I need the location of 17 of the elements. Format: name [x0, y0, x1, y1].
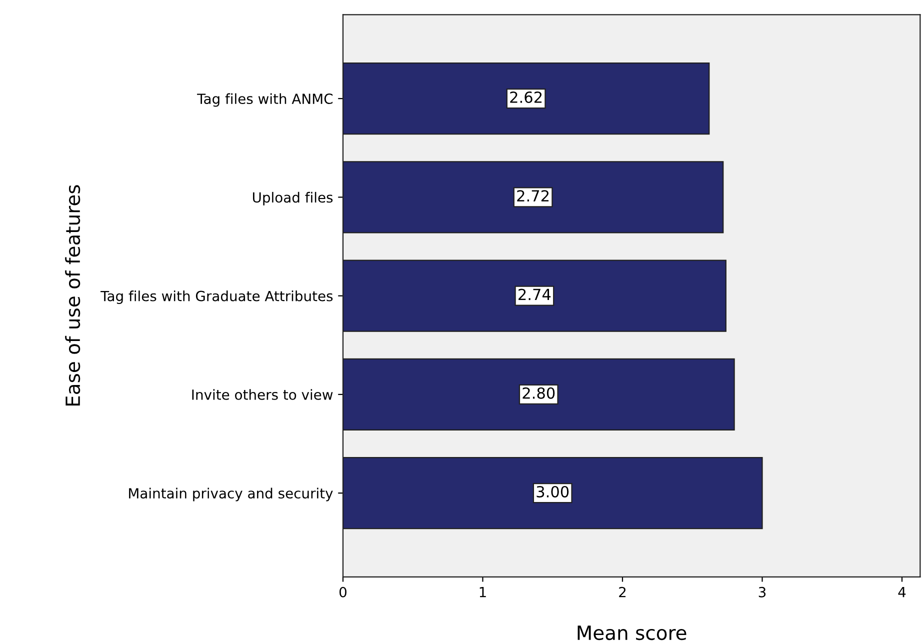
data-label: 2.62: [510, 91, 542, 104]
y-tick-label: Tag files with Graduate Attributes: [100, 290, 333, 304]
y-tick-label: Invite others to view: [192, 389, 333, 400]
y-tick-label: Upload files: [253, 192, 333, 206]
x-tick-label: 2: [619, 586, 626, 598]
y-axis-title: Ease of use of features: [65, 185, 80, 406]
x-tick-label: 4: [898, 587, 906, 598]
data-label: 2.74: [518, 288, 551, 300]
data-label: 3.00: [536, 486, 569, 498]
x-tick-label: 3: [758, 586, 766, 598]
x-tick-label: 1: [480, 587, 486, 598]
x-axis-title: Mean score: [578, 626, 686, 640]
data-label: 2.80: [522, 387, 555, 399]
x-tick-label: 0: [339, 586, 346, 598]
data-label: 2.72: [517, 190, 549, 202]
y-tick-label: Maintain privacy and security: [129, 488, 333, 502]
y-tick-label: Tag files with ANMC: [197, 93, 333, 107]
